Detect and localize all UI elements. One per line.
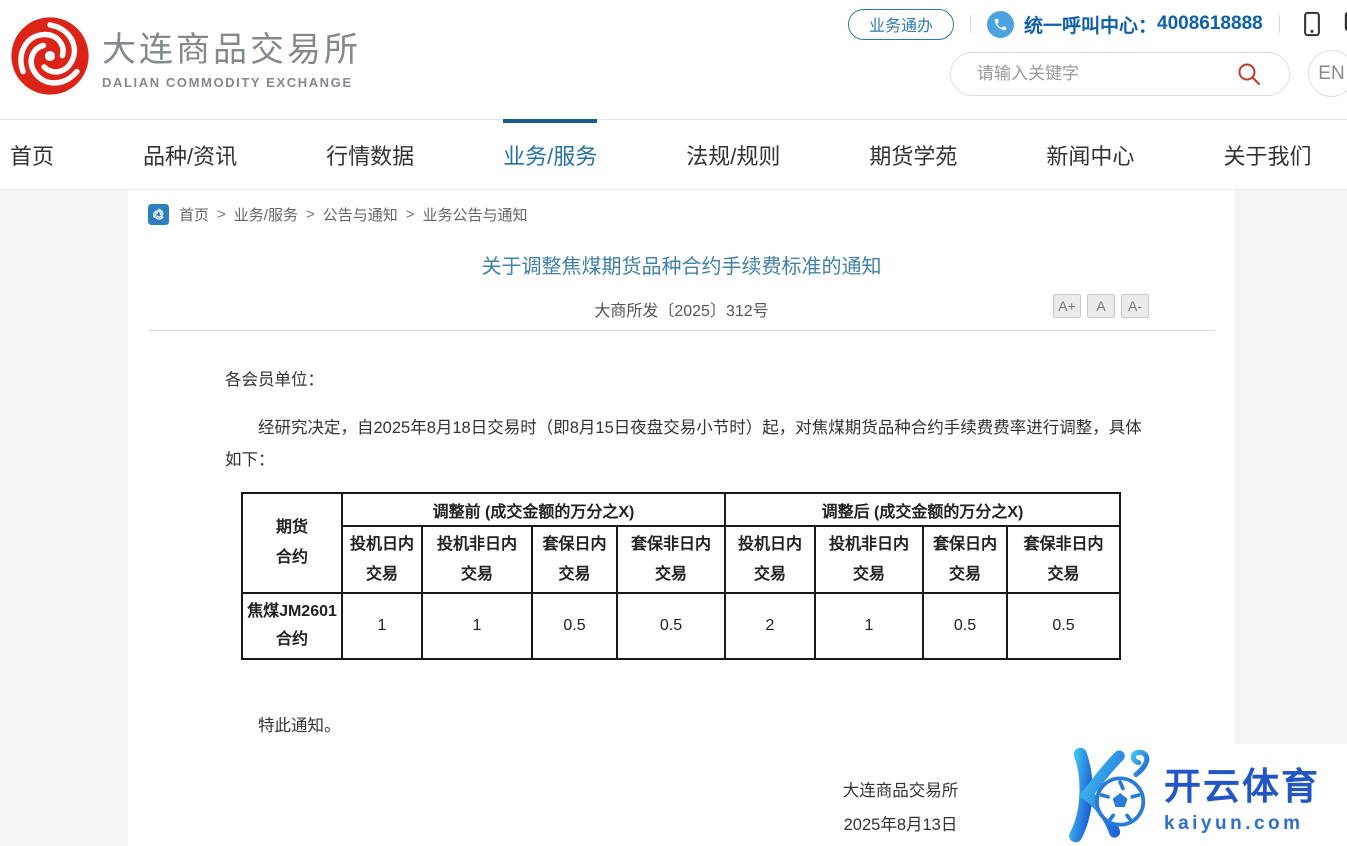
fee-table: 期货 合约 调整前 (成交金额的万分之X) 调整后 (成交金额的万分之X) 投机… <box>241 492 1121 660</box>
font-decrease-button[interactable]: A- <box>1121 294 1149 318</box>
search-icon[interactable] <box>1236 61 1262 87</box>
watermark-text: 开云体育 kaiyun.com <box>1164 756 1320 835</box>
breadcrumb-link-business-services[interactable]: 业务/服务 <box>234 204 298 225</box>
table-subheader: 投机日内 交易 <box>725 526 815 593</box>
nav-item-about-us[interactable]: 关于我们 <box>1223 120 1311 190</box>
site-header: 大连商品交易所 DALIAN COMMODITY EXCHANGE 业务通办 统… <box>0 0 1347 119</box>
table-cell: 0.5 <box>617 593 725 659</box>
table-group-header-after: 调整后 (成交金额的万分之X) <box>725 493 1120 526</box>
page-title: 关于调整焦煤期货品种合约手续费标准的通知 <box>128 250 1235 279</box>
nav-item-rules[interactable]: 法规/规则 <box>686 120 780 190</box>
phone-icon <box>987 11 1014 38</box>
table-subheader: 套保非日内 交易 <box>1007 526 1120 593</box>
signature-block: 大连商品交易所 2025年8月13日 <box>808 774 993 842</box>
table-cell: 1 <box>342 593 422 659</box>
call-center-number[interactable]: 4008618888 <box>1157 13 1263 35</box>
watermark-title: 开云体育 <box>1164 756 1320 810</box>
table-cell: 0.5 <box>1007 593 1120 659</box>
breadcrumb: 首页 > 业务/服务 > 公告与通知 > 业务公告与通知 <box>148 204 528 225</box>
call-center-label: 统一呼叫中心： <box>1024 11 1157 38</box>
closing-text: 特此通知。 <box>258 712 341 736</box>
table-subheader: 投机日内 交易 <box>342 526 422 593</box>
mobile-app-icon[interactable] <box>1300 9 1324 39</box>
font-increase-button[interactable]: A+ <box>1053 294 1081 318</box>
nav-item-market-data[interactable]: 行情数据 <box>326 120 414 190</box>
table-subheader: 套保日内 交易 <box>923 526 1007 593</box>
table-row: 焦煤JM2601 合约 1 1 0.5 0.5 2 1 0.5 0.5 <box>242 593 1120 659</box>
kaiyun-watermark: 开云体育 kaiyun.com <box>1058 744 1347 846</box>
table-group-header-before: 调整前 (成交金额的万分之X) <box>342 493 725 526</box>
table-row-label: 焦煤JM2601 合约 <box>242 593 342 659</box>
table-cell: 1 <box>815 593 923 659</box>
title-divider <box>148 330 1215 331</box>
breadcrumb-link-announcements[interactable]: 公告与通知 <box>323 204 398 225</box>
table-subheader: 投机非日内 交易 <box>422 526 532 593</box>
kaiyun-logo-icon <box>1058 747 1160 843</box>
breadcrumb-separator: > <box>217 206 226 223</box>
main-nav: 首页 品种/资讯 行情数据 业务/服务 法规/规则 期货学苑 新闻中心 关于我们 <box>0 119 1347 190</box>
salutation: 各会员单位： <box>225 366 324 390</box>
table-cell: 1 <box>422 593 532 659</box>
font-size-controls: A+ A A- <box>1053 294 1149 318</box>
nav-item-news-center[interactable]: 新闻中心 <box>1046 120 1134 190</box>
body-paragraph: 经研究决定，自2025年8月18日交易时（即8月15日夜盘交易小节时）起，对焦煤… <box>225 412 1143 476</box>
divider <box>970 15 971 33</box>
table-subheader: 投机非日内 交易 <box>815 526 923 593</box>
divider <box>1279 15 1280 33</box>
logo-text: 大连商品交易所 DALIAN COMMODITY EXCHANGE <box>102 22 361 90</box>
signer-name: 大连商品交易所 <box>808 774 993 808</box>
table-subheader: 套保日内 交易 <box>532 526 617 593</box>
search-box <box>950 52 1290 96</box>
site-logo[interactable]: 大连商品交易所 DALIAN COMMODITY EXCHANGE <box>6 14 361 98</box>
nav-item-home[interactable]: 首页 <box>10 120 54 190</box>
watermark-domain: kaiyun.com <box>1164 813 1320 835</box>
nav-item-business-services[interactable]: 业务/服务 <box>503 120 597 190</box>
utility-bar: 业务通办 统一呼叫中心： 4008618888 <box>848 8 1347 40</box>
breadcrumb-link-business-announcements[interactable]: 业务公告与通知 <box>423 204 528 225</box>
breadcrumb-separator: > <box>306 206 315 223</box>
breadcrumb-link-home[interactable]: 首页 <box>179 204 209 225</box>
table-subheader: 套保非日内 交易 <box>617 526 725 593</box>
brand-name-en: DALIAN COMMODITY EXCHANGE <box>102 75 361 90</box>
language-button[interactable]: EN <box>1308 50 1347 97</box>
dce-swirl-icon <box>6 14 94 98</box>
breadcrumb-separator: > <box>406 206 415 223</box>
nav-item-products-info[interactable]: 品种/资讯 <box>143 120 237 190</box>
table-corner-header: 期货 合约 <box>242 493 342 593</box>
signature-date: 2025年8月13日 <box>808 808 993 842</box>
table-cell: 0.5 <box>923 593 1007 659</box>
table-cell: 2 <box>725 593 815 659</box>
page: 大连商品交易所 DALIAN COMMODITY EXCHANGE 业务通办 统… <box>0 0 1347 846</box>
breadcrumb-home-icon[interactable] <box>148 204 169 225</box>
nav-item-futures-academy[interactable]: 期货学苑 <box>869 120 957 190</box>
business-services-button[interactable]: 业务通办 <box>848 9 954 40</box>
table-cell: 0.5 <box>532 593 617 659</box>
brand-name-cn: 大连商品交易所 <box>102 22 361 71</box>
font-reset-button[interactable]: A <box>1087 294 1115 318</box>
